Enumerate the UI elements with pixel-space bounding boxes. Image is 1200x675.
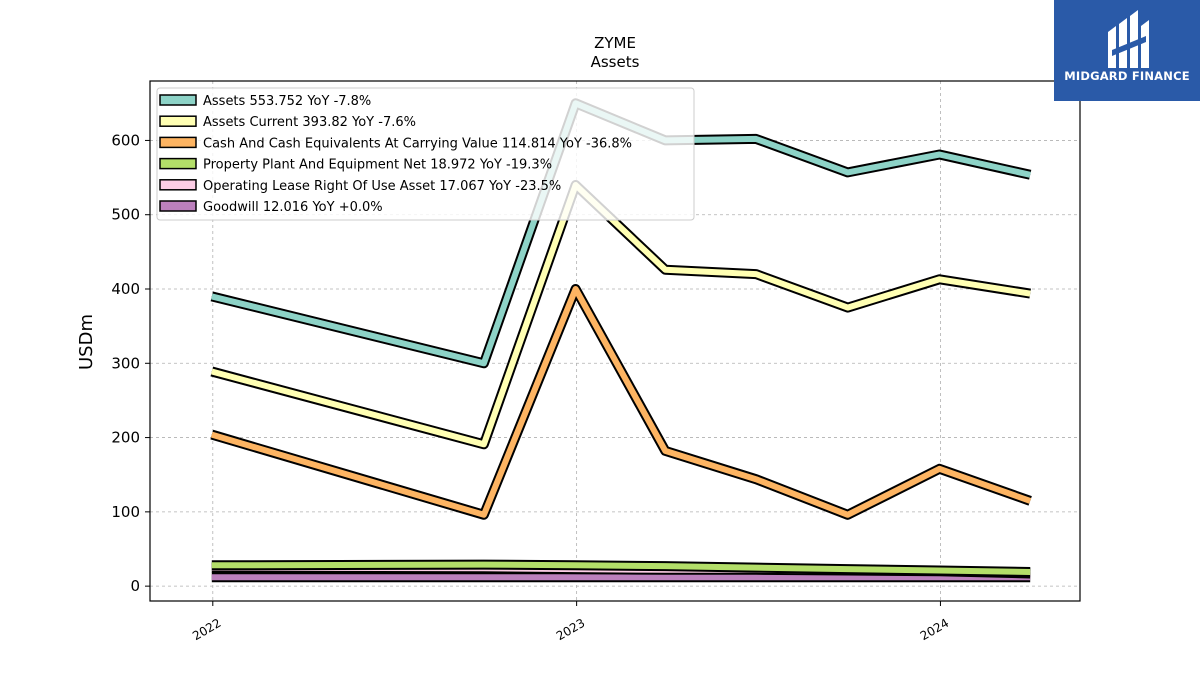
y-tick-label: 200 (111, 429, 140, 447)
legend-swatch (159, 94, 197, 106)
series-stroke (210, 286, 1032, 518)
legend-entry: Property Plant And Equipment Net 18.972 … (203, 158, 552, 173)
series-line (211, 559, 1031, 577)
legend-entry: Assets Current 393.82 YoY -7.6% (203, 115, 416, 130)
legend-entry: Goodwill 12.016 YoY +0.0% (203, 200, 383, 215)
brand-name: MIDGARD FINANCE (1064, 69, 1190, 83)
legend-entry: Cash And Cash Equivalents At Carrying Va… (203, 136, 632, 151)
series-line (210, 180, 1031, 450)
legend-entry: Operating Lease Right Of Use Asset 17.06… (203, 179, 561, 194)
chart-title: ZYME (594, 34, 636, 52)
legend-box (156, 87, 695, 221)
y-tick-label: 500 (111, 206, 140, 224)
y-tick-label: 0 (130, 577, 140, 595)
chart-subtitle: Assets (591, 53, 640, 71)
legend-swatch (159, 179, 197, 191)
legend-swatch (159, 136, 197, 149)
legend-swatch (159, 157, 197, 170)
x-tick-label: 2022 (190, 616, 223, 643)
series-stroke (211, 182, 1031, 448)
x-tick-label: 2024 (918, 616, 951, 643)
series-stroke (211, 100, 1031, 367)
legend-swatch (159, 115, 197, 127)
series-line (210, 284, 1032, 520)
y-tick-label: 100 (111, 503, 140, 521)
y-tick-label: 300 (111, 354, 140, 372)
brand-logo: MIDGARD FINANCE (1054, 0, 1200, 101)
legend-swatch (159, 200, 197, 212)
y-tick-label: 400 (111, 280, 140, 298)
y-tick-label: 600 (111, 131, 140, 149)
logo-mark-icon (1108, 10, 1149, 68)
series-stroke (211, 561, 1031, 575)
x-tick-label: 2023 (554, 616, 587, 643)
legend-entry: Assets 553.752 YoY -7.8% (203, 94, 371, 109)
y-axis-label: USDm (76, 314, 97, 370)
series-line (210, 98, 1032, 369)
plot-frame (149, 80, 1081, 602)
